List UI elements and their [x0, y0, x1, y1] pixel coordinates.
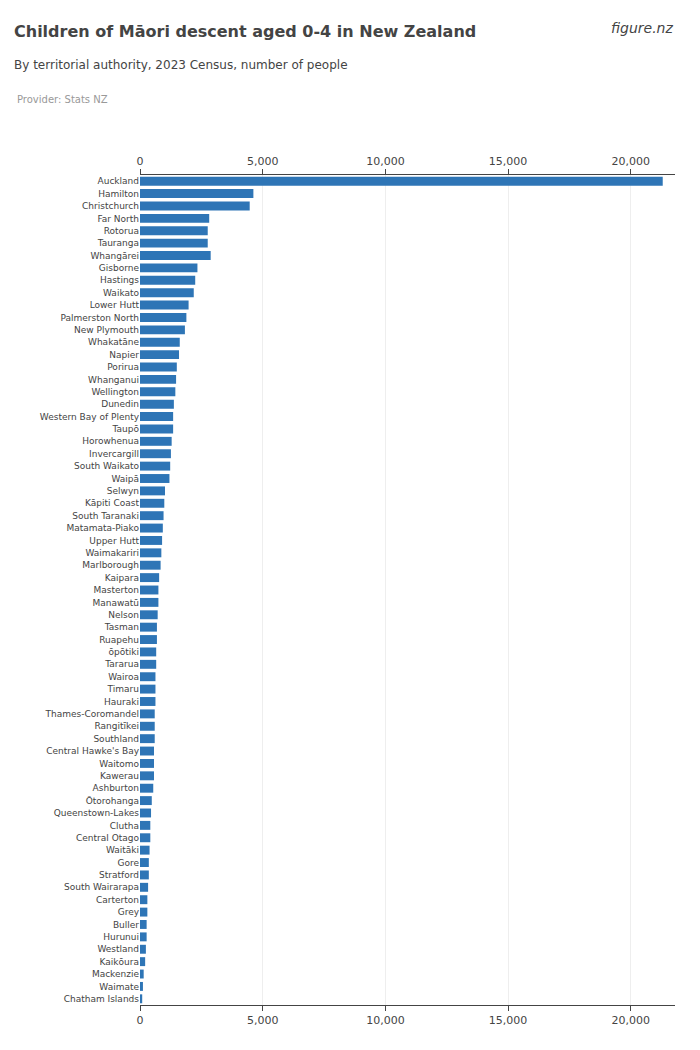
svg-text:Upper Hutt: Upper Hutt [89, 536, 139, 546]
svg-text:Masterton: Masterton [94, 585, 139, 595]
svg-text:Hurunui: Hurunui [103, 932, 139, 942]
svg-text:Westland: Westland [97, 944, 139, 954]
svg-text:Christchurch: Christchurch [82, 201, 139, 211]
svg-text:Chatham Islands: Chatham Islands [64, 994, 140, 1004]
svg-text:Central Hawke's Bay: Central Hawke's Bay [46, 746, 139, 756]
svg-text:Hauraki: Hauraki [104, 697, 139, 707]
svg-text:10,000: 10,000 [366, 1014, 405, 1027]
svg-text:Whakatāne: Whakatāne [88, 337, 139, 347]
svg-text:South Taranaki: South Taranaki [72, 511, 139, 521]
svg-text:figure.nz: figure.nz [611, 20, 673, 36]
svg-text:Buller: Buller [113, 920, 139, 930]
svg-text:ōpōtiki: ōpōtiki [109, 647, 139, 657]
svg-text:Hamilton: Hamilton [98, 189, 139, 199]
svg-text:Tararua: Tararua [104, 659, 139, 669]
svg-text:Queenstown-Lakes: Queenstown-Lakes [54, 808, 140, 818]
svg-text:Nelson: Nelson [108, 610, 139, 620]
svg-text:Palmerston North: Palmerston North [60, 313, 139, 323]
svg-text:Timaru: Timaru [107, 684, 139, 694]
svg-text:15,000: 15,000 [489, 1014, 528, 1027]
svg-text:Ruapehu: Ruapehu [99, 635, 139, 645]
svg-text:Rotorua: Rotorua [104, 226, 139, 236]
svg-text:Thames-Coromandel: Thames-Coromandel [45, 709, 140, 719]
svg-text:South Wairarapa: South Wairarapa [64, 882, 139, 892]
svg-text:Clutha: Clutha [110, 821, 139, 831]
svg-text:Kawerau: Kawerau [100, 771, 139, 781]
svg-text:Invercargill: Invercargill [89, 449, 139, 459]
svg-text:Napier: Napier [109, 350, 139, 360]
svg-text:0: 0 [137, 1014, 144, 1027]
svg-text:Ashburton: Ashburton [93, 783, 139, 793]
svg-text:Kāpiti Coast: Kāpiti Coast [85, 498, 140, 508]
svg-text:By territorial authority, 2023: By territorial authority, 2023 Census, n… [14, 58, 348, 72]
svg-text:Porirua: Porirua [107, 362, 139, 372]
svg-text:0: 0 [137, 155, 144, 168]
svg-text:Hastings: Hastings [100, 275, 139, 285]
svg-text:Far North: Far North [97, 214, 139, 224]
svg-text:Whangārei: Whangārei [90, 251, 139, 261]
svg-text:Dunedin: Dunedin [101, 399, 139, 409]
svg-text:Tasman: Tasman [104, 622, 139, 632]
svg-text:Gore: Gore [117, 858, 139, 868]
svg-text:Lower Hutt: Lower Hutt [90, 300, 140, 310]
svg-text:Wellington: Wellington [91, 387, 139, 397]
svg-text:Rangitīkei: Rangitīkei [95, 721, 139, 731]
svg-text:Kaipara: Kaipara [105, 573, 139, 583]
svg-text:Selwyn: Selwyn [107, 486, 139, 496]
svg-text:5,000: 5,000 [247, 1014, 279, 1027]
svg-text:5,000: 5,000 [247, 155, 279, 168]
svg-text:South Waikato: South Waikato [74, 461, 139, 471]
svg-text:Taupō: Taupō [112, 424, 140, 434]
svg-text:Tauranga: Tauranga [97, 238, 139, 248]
svg-text:Manawatū: Manawatū [92, 598, 139, 608]
svg-text:Auckland: Auckland [98, 176, 139, 186]
svg-text:Waitomo: Waitomo [99, 759, 139, 769]
svg-text:10,000: 10,000 [366, 155, 405, 168]
svg-text:Horowhenua: Horowhenua [82, 436, 139, 446]
svg-text:Matamata-Piako: Matamata-Piako [66, 523, 139, 533]
svg-text:Mackenzie: Mackenzie [92, 969, 140, 979]
svg-text:Provider: Stats NZ: Provider: Stats NZ [17, 94, 108, 105]
svg-text:Whanganui: Whanganui [88, 375, 139, 385]
svg-text:Gisborne: Gisborne [99, 263, 140, 273]
svg-text:Ōtorohanga: Ōtorohanga [86, 796, 139, 806]
svg-text:Waitāki: Waitāki [106, 845, 139, 855]
svg-text:Children of Māori descent aged: Children of Māori descent aged 0-4 in Ne… [14, 22, 476, 41]
svg-text:15,000: 15,000 [489, 155, 528, 168]
svg-text:Western Bay of Plenty: Western Bay of Plenty [40, 412, 140, 422]
svg-text:Wairoa: Wairoa [108, 672, 139, 682]
svg-text:Stratford: Stratford [99, 870, 139, 880]
svg-text:Southland: Southland [93, 734, 139, 744]
svg-text:Kaikōura: Kaikōura [100, 957, 139, 967]
svg-text:Waikato: Waikato [103, 288, 139, 298]
svg-text:Waipā: Waipā [111, 474, 139, 484]
svg-text:Central Otago: Central Otago [76, 833, 139, 843]
svg-text:20,000: 20,000 [612, 155, 651, 168]
svg-text:Carterton: Carterton [96, 895, 139, 905]
svg-text:Grey: Grey [118, 907, 140, 917]
svg-text:Marlborough: Marlborough [82, 560, 139, 570]
svg-text:Waimakariri: Waimakariri [85, 548, 139, 558]
svg-text:20,000: 20,000 [612, 1014, 651, 1027]
svg-text:Waimate: Waimate [99, 982, 139, 992]
svg-text:New Plymouth: New Plymouth [74, 325, 139, 335]
